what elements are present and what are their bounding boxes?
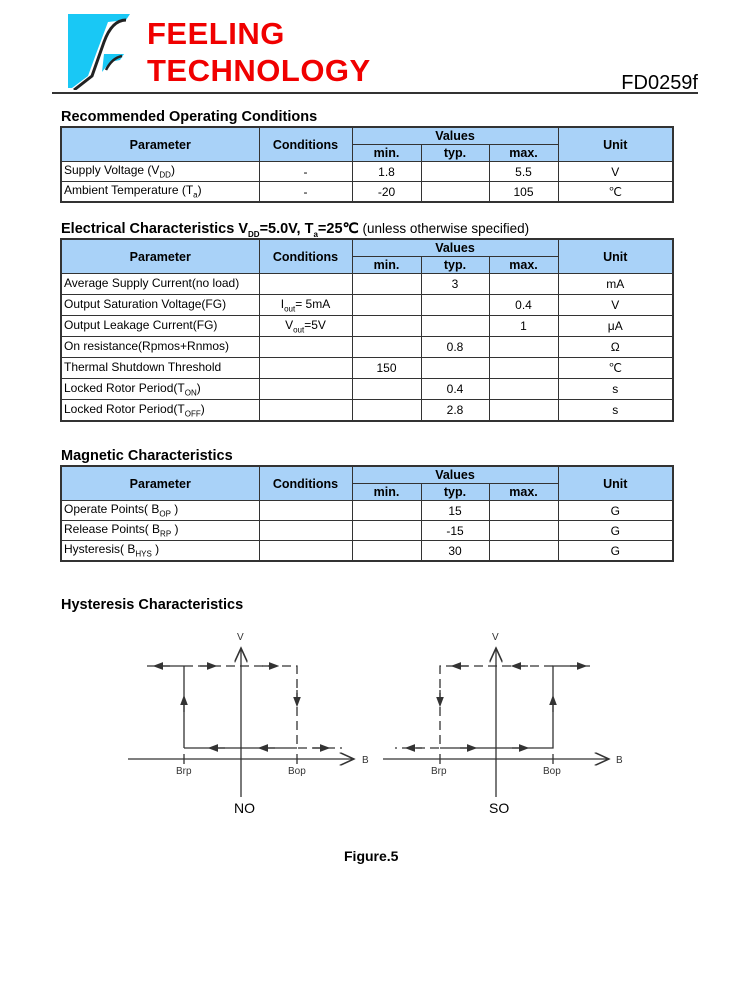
mc-table: Parameter Conditions Values Unit min. typ. max…: [60, 465, 674, 562]
header-divider: [52, 92, 698, 94]
cell-parameter: Hysteresis( BHYS ): [60, 540, 260, 562]
col-header-unit: Unit: [557, 465, 674, 501]
cell-max: 0.4: [488, 294, 559, 316]
table-row: Average Supply Current(no load) 3 mA: [60, 273, 674, 295]
cell-unit: V: [557, 161, 674, 182]
col-header-unit: Unit: [557, 238, 674, 274]
so-diagram: [383, 648, 609, 797]
cell-typ: 30: [420, 540, 490, 562]
cell-max: 105: [488, 181, 559, 203]
cell-unit: ℃: [557, 181, 674, 203]
cell-parameter: Average Supply Current(no load): [60, 273, 260, 295]
col-header-values: Values: [351, 465, 559, 484]
col-header-max: max.: [488, 483, 559, 501]
cell-typ: -15: [420, 520, 490, 541]
bop-label: Bop: [543, 766, 561, 777]
b-axis-label: B: [616, 755, 623, 766]
col-header-typ: typ.: [420, 144, 490, 162]
col-header-max: max.: [488, 256, 559, 274]
document-code: FD0259f: [621, 72, 698, 94]
col-header-unit: Unit: [557, 126, 674, 162]
cell-unit: s: [557, 399, 674, 421]
cell-min: 1.8: [351, 161, 422, 182]
logo-text-technology: TECHNOLOGY: [147, 53, 371, 88]
cell-parameter: Release Points( BRP ): [60, 520, 260, 541]
cell-parameter: Output Saturation Voltage(FG): [60, 294, 260, 316]
cell-unit: G: [557, 540, 674, 562]
v-axis-label: V: [237, 632, 244, 643]
table-row: Ambient Temperature (Ta) - -20 105 ℃: [60, 181, 674, 203]
no-diagram: [128, 648, 354, 797]
company-logo-icon: [68, 14, 130, 90]
cell-unit: G: [557, 520, 674, 541]
brp-label: Brp: [431, 766, 447, 777]
cell-parameter: Ambient Temperature (Ta): [60, 181, 260, 203]
section-title-hysteresis: Hysteresis Characteristics: [61, 597, 244, 613]
table-row: Supply Voltage (VDD) -1.8 5.5 V: [60, 161, 674, 182]
col-header-parameter: Parameter: [60, 126, 260, 162]
cell-parameter: Output Leakage Current(FG): [60, 315, 260, 337]
table-row: Output Leakage Current(FG) Vout=5V 1 μA: [60, 315, 674, 337]
table-row: Hysteresis( BHYS ) 30 G: [60, 540, 674, 562]
v-axis-label: V: [492, 632, 499, 643]
cell-parameter: Locked Rotor Period(TOFF): [60, 399, 260, 421]
so-caption: SO: [489, 800, 509, 816]
col-header-min: min.: [351, 144, 422, 162]
logo-text-feeling: FEELING: [147, 16, 285, 51]
section-title-ec: Electrical Characteristics VDD=5.0V, Ta=…: [61, 221, 530, 239]
ec-table: Parameter Conditions Values Unit min. typ. max…: [60, 238, 674, 422]
cell-unit: ℃: [557, 357, 674, 379]
roc-table: Parameter Conditions Values Unit min. typ. max…: [60, 126, 674, 203]
table-row: Locked Rotor Period(TON) 0.4 s: [60, 378, 674, 400]
section-title-mc: Magnetic Characteristics: [61, 448, 233, 464]
col-header-max: max.: [488, 144, 559, 162]
col-header-conditions: Conditions: [258, 126, 353, 162]
cell-typ: 2.8: [420, 399, 490, 421]
table-row: Locked Rotor Period(TOFF) 2.8 s: [60, 399, 674, 421]
figure-caption: Figure.5: [344, 848, 399, 864]
col-header-typ: typ.: [420, 256, 490, 274]
col-header-parameter: Parameter: [60, 465, 260, 501]
bop-label: Bop: [288, 766, 306, 777]
cell-parameter: Locked Rotor Period(TON): [60, 378, 260, 400]
col-header-min: min.: [351, 483, 422, 501]
table-row: Operate Points( BOP ) 15 G: [60, 500, 674, 521]
col-header-values: Values: [351, 126, 559, 145]
no-caption: NO: [234, 800, 255, 816]
table-row: Release Points( BRP ) -15 G: [60, 520, 674, 541]
col-header-min: min.: [351, 256, 422, 274]
section-title-roc: Recommended Operating Conditions: [61, 109, 318, 125]
cell-parameter: Supply Voltage (VDD): [60, 161, 260, 182]
brp-label: Brp: [176, 766, 192, 777]
table-row: On resistance(Rpmos+Rnmos) 0.8 Ω: [60, 336, 674, 358]
b-axis-label: B: [362, 755, 369, 766]
cell-min: -20: [351, 181, 422, 203]
